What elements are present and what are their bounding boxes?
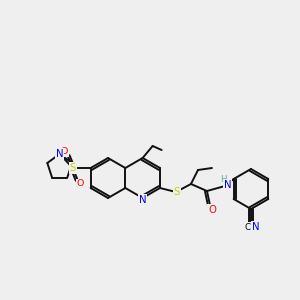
Text: H: H: [220, 176, 226, 184]
Text: C: C: [245, 223, 251, 232]
Text: N: N: [139, 195, 146, 205]
Text: N: N: [252, 222, 260, 232]
Text: O: O: [61, 148, 68, 157]
Text: N: N: [56, 149, 64, 159]
Text: S: S: [174, 187, 180, 197]
Text: O: O: [77, 179, 84, 188]
Text: O: O: [208, 205, 216, 215]
Text: N: N: [224, 180, 232, 190]
Text: S: S: [70, 163, 76, 173]
